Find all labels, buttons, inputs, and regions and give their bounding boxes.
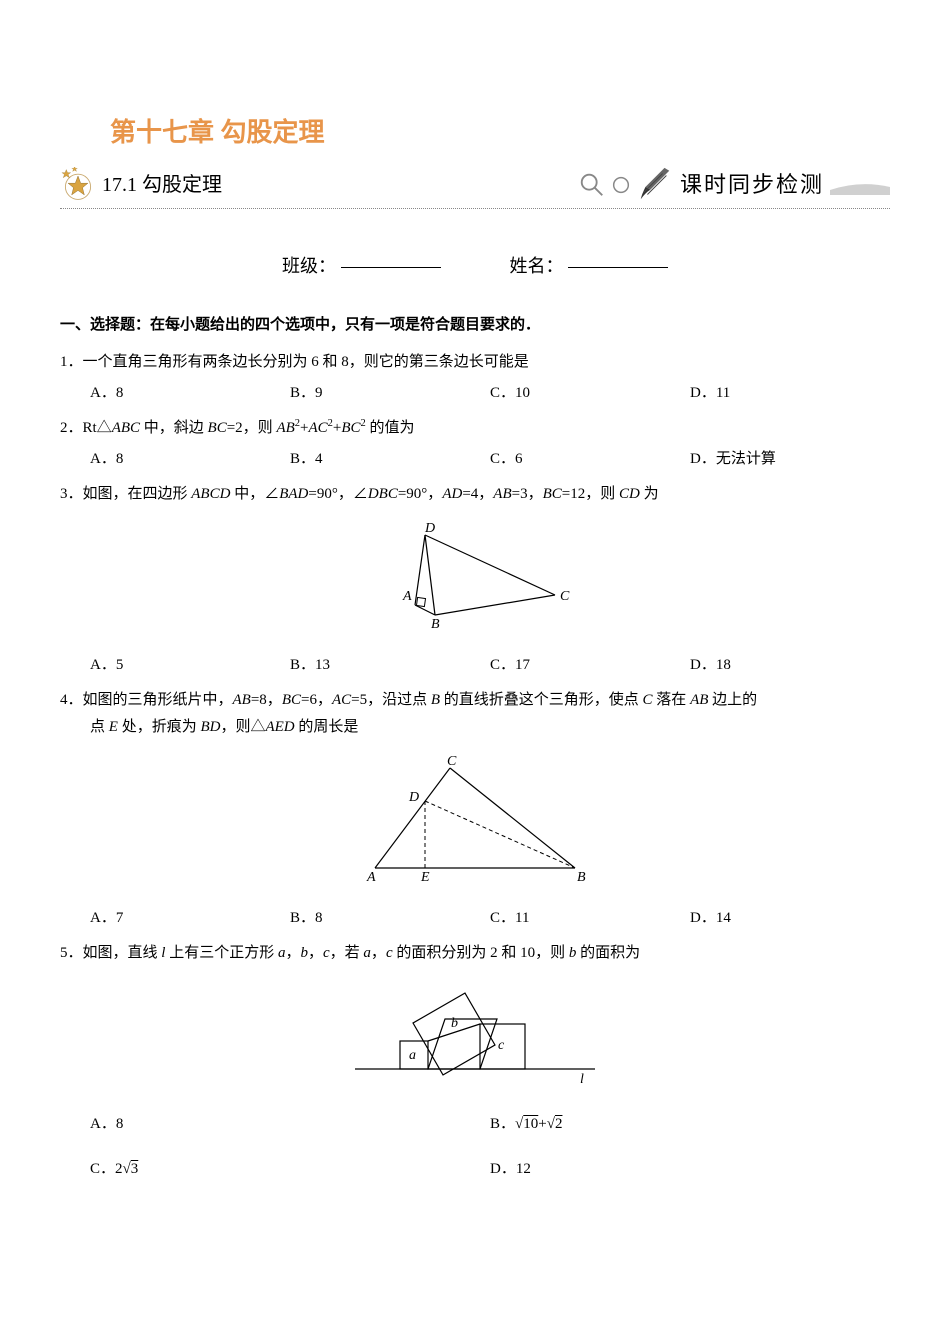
class-name-row: 班级： 姓名： [60,250,890,282]
star-icon [60,167,96,203]
right-logo: 课时同步检测 [578,165,890,205]
q3-opt-b: B．13 [290,652,490,679]
svg-text:c: c [498,1038,505,1053]
q4-figure: A E B C D [60,753,890,893]
name-blank [568,267,668,268]
q2-text: 2．Rt△ABC 中，斜边 BC=2，则 AB2+AC2+BC2 的值为 [60,415,890,442]
q4-opt-a: A．7 [90,905,290,932]
q4-options: A．7 B．8 C．11 D．14 [60,905,890,932]
svg-text:D: D [408,790,419,805]
chapter-title: 第十七章 勾股定理 [60,110,890,157]
svg-text:B: B [431,617,440,630]
q5-options-row1: A．8 B．√10+√2 [60,1111,890,1138]
svg-text:A: A [366,870,376,883]
class-blank [341,267,441,268]
q1-options: A．8 B．9 C．10 D．11 [60,380,890,407]
section-title: 17.1 勾股定理 [102,167,222,203]
question-1: 1．一个直角三角形有两条边长分别为 6 和 8，则它的第三条边长可能是 A．8 … [60,349,890,407]
q4-text-line2: 点 E 处，折痕为 BD，则△AED 的周长是 [60,714,890,741]
q4-opt-c: C．11 [490,905,690,932]
right-logo-text: 课时同步检测 [680,165,824,205]
magnifier-icon [578,171,606,199]
q5-opt-d: D．12 [490,1156,890,1183]
q3-opt-c: C．17 [490,652,690,679]
header: 第十七章 勾股定理 17.1 勾股定理 [60,110,890,230]
q5-opt-a: A．8 [90,1111,490,1138]
section-heading: 一、选择题：在每小题给出的四个选项中，只有一项是符合题目要求的． [60,312,890,339]
q1-opt-a: A．8 [90,380,290,407]
q3-text: 3．如图，在四边形 ABCD 中，∠BAD=90°，∠DBC=90°，AD=4，… [60,481,890,508]
name-label: 姓名： [510,256,564,276]
class-label: 班级： [282,256,336,276]
q4-opt-b: B．8 [290,905,490,932]
swoosh-icon [830,175,890,195]
svg-text:A: A [402,589,412,604]
q5-options-row2: C．2√3 D．12 [60,1156,890,1183]
q5-figure: a b c l [60,979,890,1099]
q5-opt-b: B．√10+√2 [490,1111,890,1138]
svg-text:D: D [424,521,435,536]
q5-text: 5．如图，直线 l 上有三个正方形 a，b，c，若 a，c 的面积分别为 2 和… [60,940,890,967]
question-3: 3．如图，在四边形 ABCD 中，∠BAD=90°，∠DBC=90°，AD=4，… [60,481,890,679]
question-2: 2．Rt△ABC 中，斜边 BC=2，则 AB2+AC2+BC2 的值为 A．8… [60,415,890,473]
q1-opt-c: C．10 [490,380,690,407]
circle-icon [610,174,632,196]
svg-text:C: C [560,589,570,604]
question-4: 4．如图的三角形纸片中，AB=8，BC=6，AC=5，沿过点 B 的直线折叠这个… [60,687,890,932]
q4-opt-d: D．14 [690,905,890,932]
section-row: 17.1 勾股定理 课时同步检测 [60,165,890,210]
svg-text:C: C [447,754,457,769]
logo-icons [578,166,674,204]
q4-text: 4．如图的三角形纸片中，AB=8，BC=6，AC=5，沿过点 B 的直线折叠这个… [60,687,890,714]
q2-options: A．8 B．4 C．6 D．无法计算 [60,446,890,473]
q1-opt-b: B．9 [290,380,490,407]
svg-text:B: B [577,870,586,883]
q2-opt-c: C．6 [490,446,690,473]
svg-text:a: a [409,1048,416,1063]
q3-opt-d: D．18 [690,652,890,679]
svg-text:l: l [580,1072,584,1087]
q1-opt-d: D．11 [690,380,890,407]
q2-opt-b: B．4 [290,446,490,473]
q2-opt-a: A．8 [90,446,290,473]
svg-text:E: E [420,870,430,883]
q2-opt-d: D．无法计算 [690,446,890,473]
q1-text: 1．一个直角三角形有两条边长分别为 6 和 8，则它的第三条边长可能是 [60,349,890,376]
svg-text:b: b [451,1016,458,1031]
brush-icon [636,166,674,204]
question-5: 5．如图，直线 l 上有三个正方形 a，b，c，若 a，c 的面积分别为 2 和… [60,940,890,1183]
q3-opt-a: A．5 [90,652,290,679]
q5-opt-c: C．2√3 [90,1156,490,1183]
q3-figure: D A B C [60,520,890,640]
q3-options: A．5 B．13 C．17 D．18 [60,652,890,679]
